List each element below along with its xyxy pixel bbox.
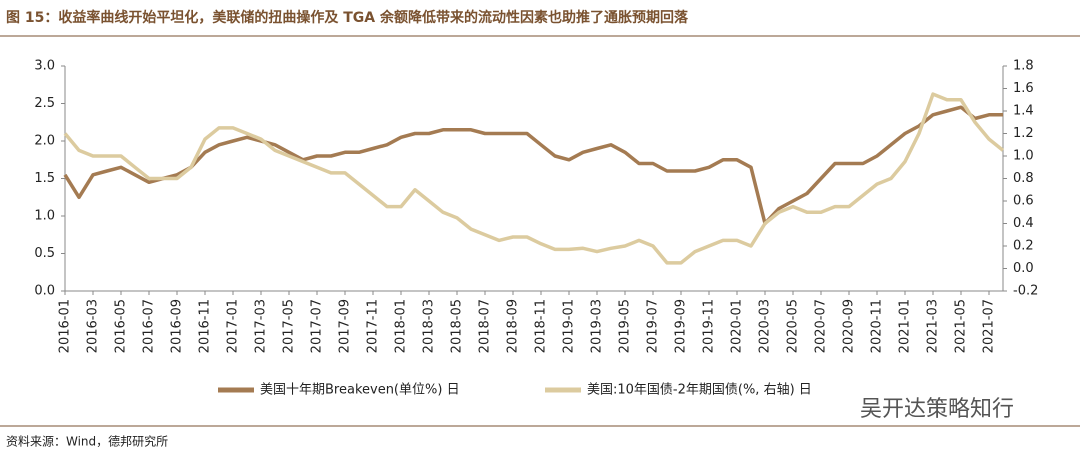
x-tick-label: 2021-05 (954, 299, 969, 353)
x-tick-label: 2020-03 (758, 299, 773, 353)
x-tick-label: 2017-09 (338, 299, 353, 353)
x-tick-label: 2019-03 (590, 299, 605, 353)
x-tick-label: 2021-07 (982, 299, 997, 353)
y2ticks-label: 1.6 (1013, 81, 1034, 96)
x-tick-label: 2016-07 (142, 299, 157, 353)
x-tick-label: 2020-05 (786, 299, 801, 353)
series-line (63, 105, 1003, 226)
x-tick-label: 2021-01 (898, 299, 913, 353)
y2ticks-label: 0.8 (1013, 171, 1034, 186)
x-tick-label: 2016-01 (58, 299, 73, 353)
x-tick-label: 2016-03 (86, 299, 101, 353)
x-tick-label: 2020-09 (842, 299, 857, 353)
yticks-label: 0.0 (34, 284, 55, 299)
yticks-label: 1.0 (34, 209, 55, 224)
legend-label: 美国:10年国债-2年期国债(%, 右轴) 日 (587, 383, 812, 398)
x-tick-label: 2017-03 (254, 299, 269, 353)
x-tick-label: 2020-01 (730, 299, 745, 353)
x-tick-label: 2018-11 (534, 299, 549, 353)
x-tick-label: 2021-03 (926, 299, 941, 353)
x-tick-label: 2018-09 (506, 299, 521, 353)
x-tick-label: 2018-05 (450, 299, 465, 353)
y2ticks-label: 1.2 (1013, 126, 1034, 141)
x-tick-label: 2016-11 (198, 299, 213, 353)
x-tick-label: 2018-03 (422, 299, 437, 353)
yticks-label: 2.0 (34, 134, 55, 149)
x-tick-label: 2019-05 (618, 299, 633, 353)
x-tick-label: 2019-09 (674, 299, 689, 353)
x-tick-label: 2017-07 (310, 299, 325, 353)
yticks-label: 3.0 (34, 59, 55, 74)
y2ticks-label: 1.4 (1013, 104, 1034, 119)
yticks-label: 1.5 (34, 171, 55, 186)
source: 资料来源：Wind，德邦研究所 (6, 434, 168, 449)
y2ticks-label: 0.0 (1013, 261, 1034, 276)
x-tick-label: 2016-09 (170, 299, 185, 353)
x-tick-label: 2018-01 (394, 299, 409, 353)
legend-label: 美国十年期Breakeven(单位%) 日 (260, 383, 460, 398)
yticks-label: 0.5 (34, 246, 55, 261)
x-tick-label: 2017-05 (282, 299, 297, 353)
y2ticks-label: 1.0 (1013, 149, 1034, 164)
chart-title: 图 15：收益率曲线开始平坦化，美联储的扭曲操作及 TGA 余额降低带来的流动性… (6, 9, 689, 26)
x-tick-label: 2017-01 (226, 299, 241, 353)
series-line (63, 92, 1005, 265)
x-tick-label: 2020-11 (870, 299, 885, 353)
x-tick-label: 2019-01 (562, 299, 577, 353)
x-tick-label: 2019-07 (646, 299, 661, 353)
y2ticks-label: 0.2 (1013, 239, 1034, 254)
x-tick-label: 2020-07 (814, 299, 829, 353)
x-tick-label: 2016-05 (114, 299, 129, 353)
x-tick-label: 2017-11 (366, 299, 381, 353)
y2ticks-label: 0.6 (1013, 194, 1034, 209)
x-tick-label: 2019-11 (702, 299, 717, 353)
y2ticks-label: 1.8 (1013, 59, 1034, 74)
y2ticks-label: 0.4 (1013, 216, 1034, 231)
watermark: 吴开达策略知行 (860, 397, 1014, 422)
x-tick-label: 2018-07 (478, 299, 493, 353)
yticks-label: 2.5 (34, 96, 55, 111)
y2ticks-label: -0.2 (1013, 284, 1038, 299)
